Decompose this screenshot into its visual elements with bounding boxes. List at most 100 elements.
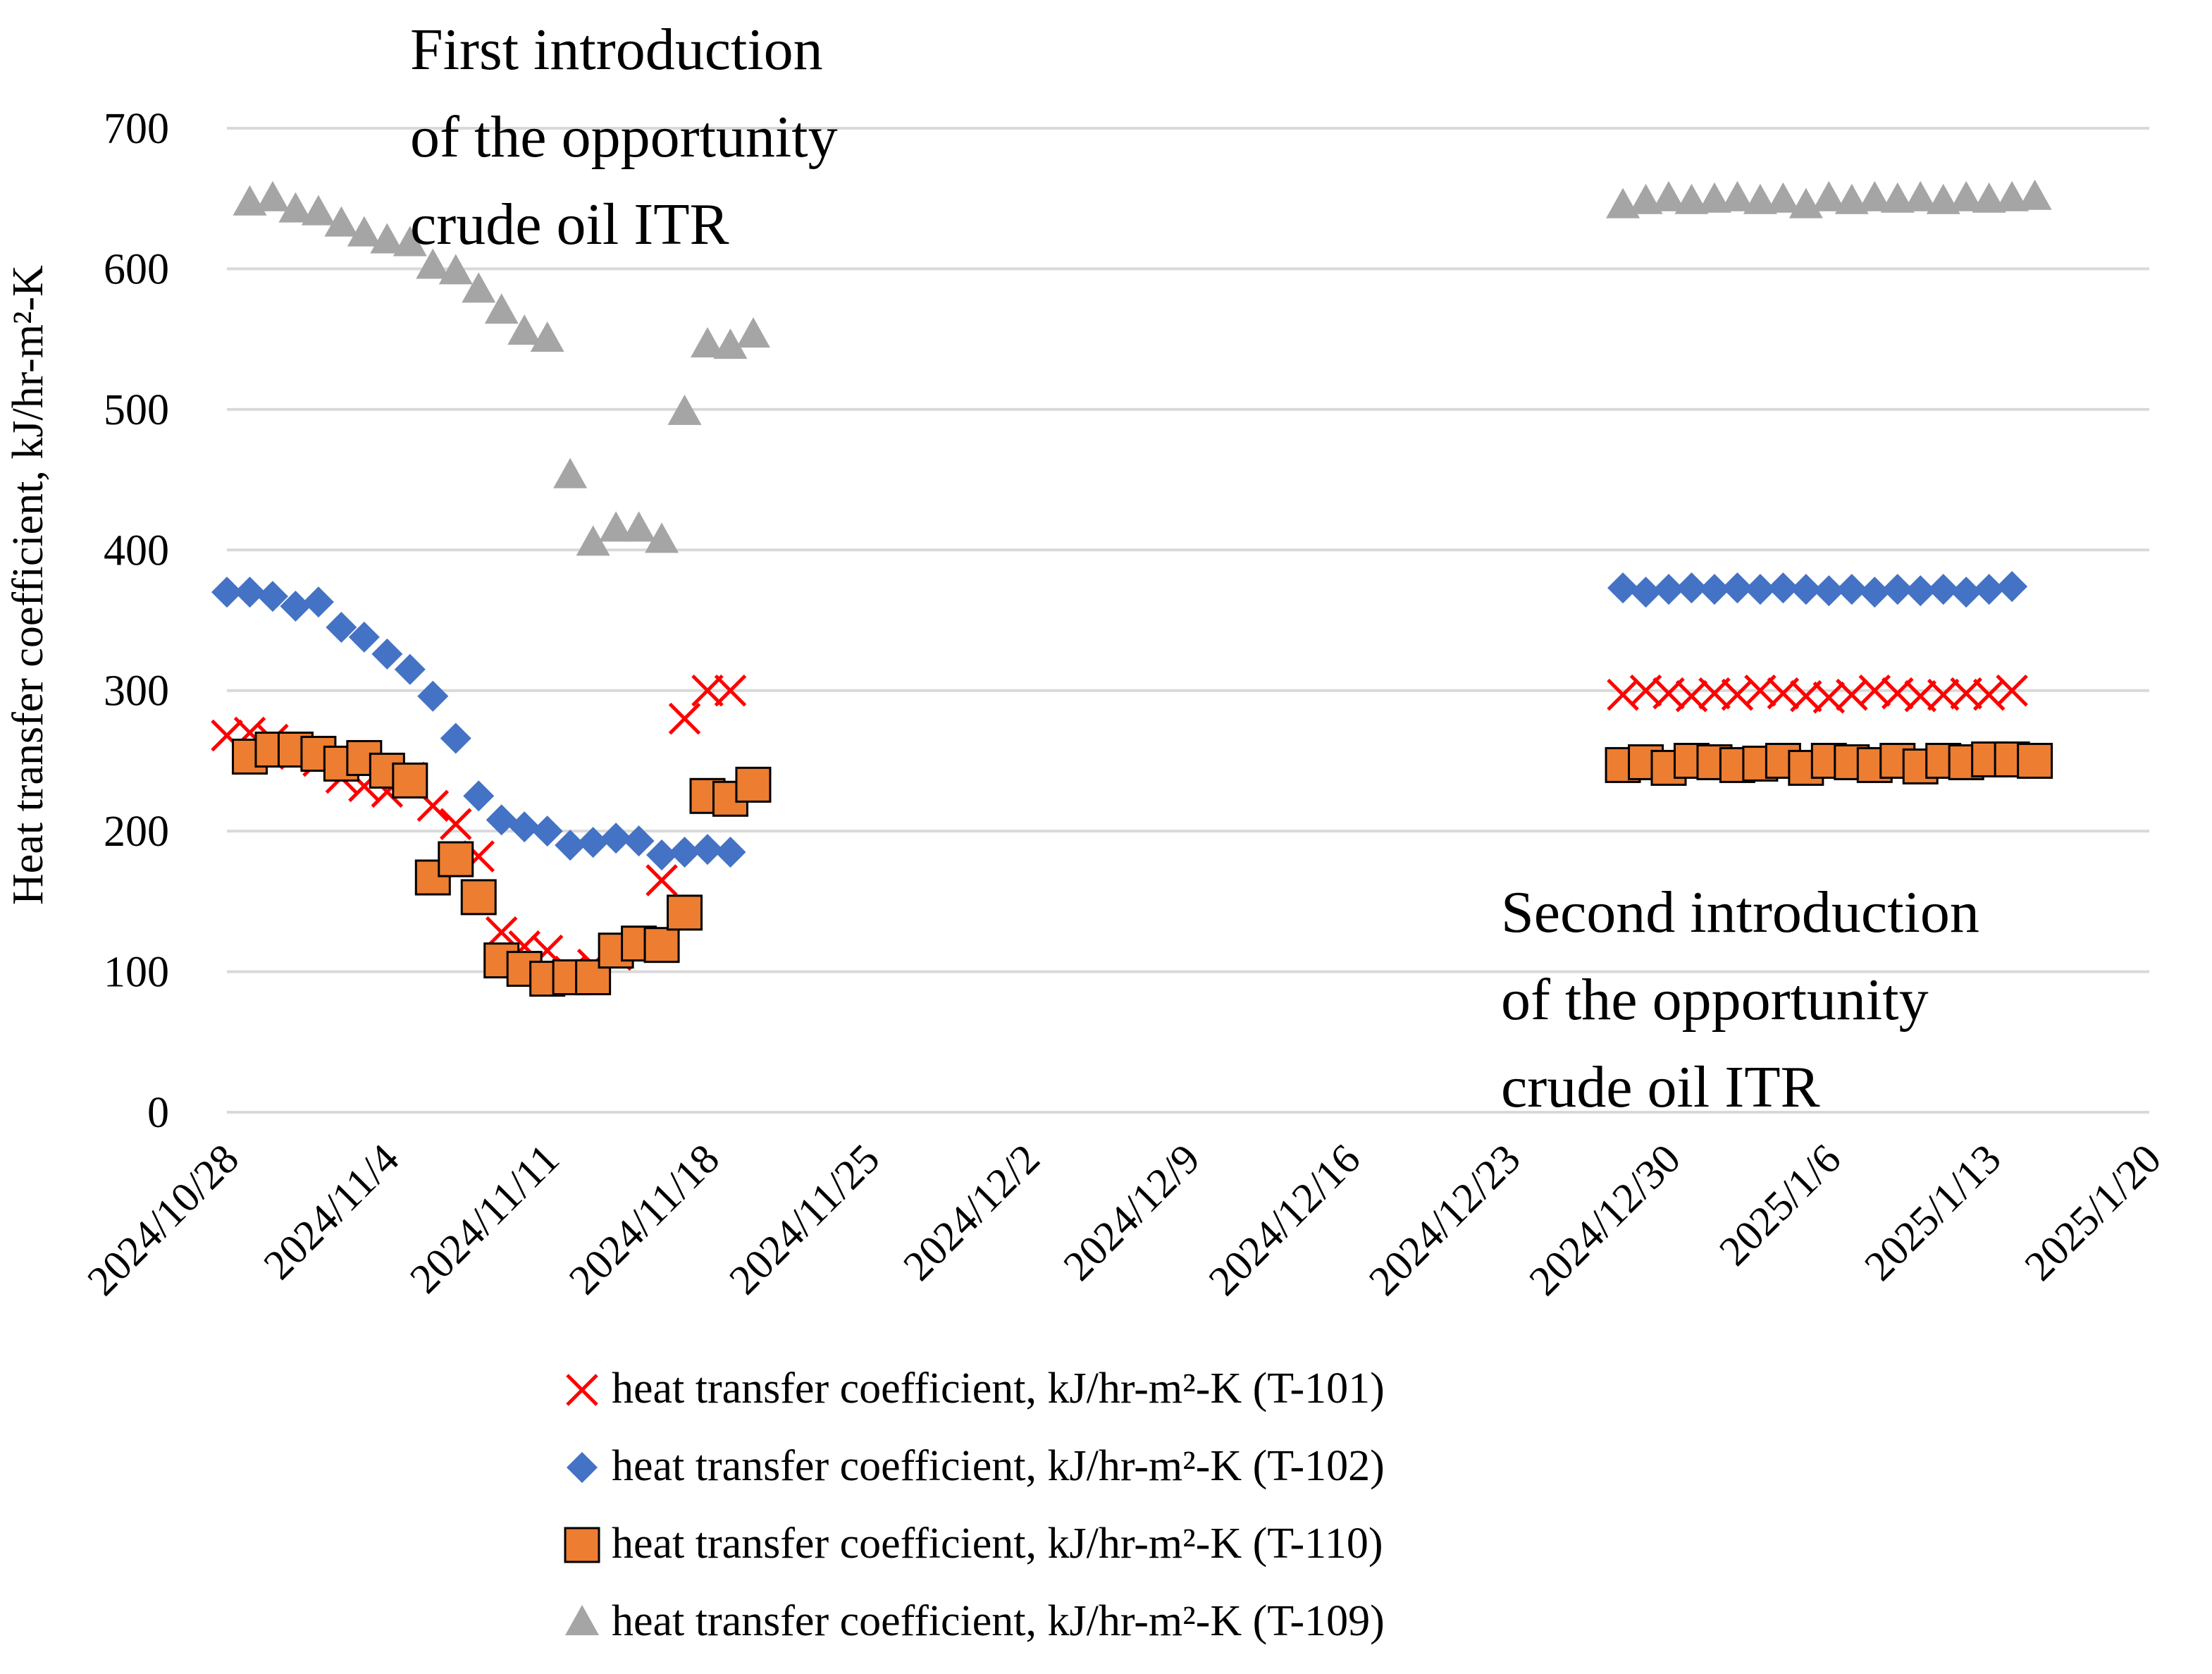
data-point-x-40: [1996, 674, 2028, 707]
y-axis-tick-labels: 0 100 200 300 400 500 600 700: [104, 105, 169, 1137]
data-point-triangle-3: [301, 195, 335, 226]
data-point-diamond-37: [1927, 574, 1959, 605]
data-point-diamond-31: [1790, 574, 1822, 605]
data-point-diamond-3: [280, 591, 311, 622]
data-point-triangle-21: [713, 328, 748, 359]
annotation-second-line-2: of the opportunity: [1501, 967, 1929, 1033]
data-point-triangle-35: [1880, 182, 1915, 213]
annotation-first-line-1: First introduction: [410, 17, 823, 82]
data-point-diamond-19: [646, 839, 678, 871]
chart-series: [211, 179, 2053, 997]
data-point-triangle-9: [438, 254, 473, 285]
data-point-triangle-14: [553, 457, 588, 488]
data-point-diamond-1: [234, 577, 266, 608]
legend-label-4: heat transfer coefficient, kJ/hr-m²-K (T…: [612, 1597, 1385, 1645]
data-point-diamond-25: [1653, 574, 1684, 605]
data-point-triangle-28: [1720, 180, 1755, 211]
legend-marker-x: [566, 1374, 598, 1406]
data-point-triangle-36: [1903, 180, 1938, 211]
data-point-triangle-24: [1629, 183, 1663, 214]
x-axis-tick-labels: 2024/10/28 2024/11/42024/11/112024/11/182…: [78, 1136, 2170, 1305]
data-point-diamond-29: [1744, 574, 1776, 605]
x-tick-label-2024-11-11: 2024/11/11: [401, 1136, 568, 1303]
data-point-triangle-34: [1858, 180, 1892, 211]
data-point-diamond-11: [463, 780, 495, 812]
data-point-triangle-20: [691, 327, 724, 358]
data-point-diamond-21: [692, 834, 723, 866]
data-point-diamond-7: [371, 638, 403, 670]
y-tick-label-300: 300: [104, 667, 169, 715]
data-point-triangle-38: [1949, 180, 1984, 211]
data-point-triangle-26: [1674, 183, 1709, 214]
data-point-diamond-35: [1882, 574, 1913, 605]
data-point-diamond-32: [1813, 575, 1845, 607]
legend-marker-diamond: [567, 1452, 598, 1483]
annotation-second-line-3: crude oil ITR: [1501, 1054, 1820, 1120]
x-tick-label-2024-12-2: 2024/12/2: [894, 1136, 1049, 1290]
y-tick-label-500: 500: [104, 386, 169, 434]
x-tick-label-2024-12-9: 2024/12/9: [1054, 1136, 1209, 1290]
data-point-triangle-11: [484, 293, 519, 324]
data-point-triangle-39: [1972, 182, 2006, 213]
chart-annotations: First introduction of the opportunity crud…: [410, 17, 1979, 1120]
data-point-diamond-24: [1630, 577, 1662, 608]
x-tick-label-2024-11-18: 2024/11/18: [560, 1136, 728, 1303]
data-point-square-22: [735, 766, 772, 803]
data-point-diamond-17: [600, 823, 632, 854]
data-point-diamond-4: [302, 586, 334, 618]
y-tick-label-600: 600: [104, 245, 169, 293]
legend-marker-triangle: [565, 1605, 599, 1635]
data-point-diamond-6: [348, 621, 380, 653]
x-tick-label-2025-1-20: 2025/1/20: [2015, 1136, 2170, 1290]
y-tick-label-100: 100: [104, 949, 169, 997]
legend-label-1: heat transfer coefficient, kJ/hr-m²-K (T…: [612, 1365, 1385, 1413]
data-point-x-12: [485, 916, 518, 949]
data-point-diamond-18: [623, 825, 655, 857]
data-point-x-21: [691, 674, 724, 707]
data-point-diamond-38: [1951, 577, 1982, 608]
legend-item-1: heat transfer coefficient, kJ/hr-m²-K (T…: [566, 1365, 1385, 1413]
legend-item-4: heat transfer coefficient, kJ/hr-m²-K (T…: [565, 1597, 1385, 1645]
data-point-triangle-5: [347, 216, 381, 247]
data-point-triangle-17: [622, 511, 656, 542]
data-point-triangle-13: [530, 321, 564, 352]
data-point-triangle-2: [278, 192, 313, 223]
x-tick-label-2025-1-13: 2025/1/13: [1855, 1136, 2010, 1290]
series-diamond: [211, 571, 2028, 871]
y-tick-label-0: 0: [147, 1089, 169, 1137]
chart-legend: heat transfer coefficient, kJ/hr-m²-K (T…: [564, 1365, 1385, 1645]
x-tick-label-2024-12-30: 2024/12/30: [1520, 1136, 1689, 1305]
data-point-diamond-12: [486, 804, 517, 836]
data-point-x-19: [645, 864, 678, 897]
data-point-x-20: [668, 702, 701, 735]
data-point-triangle-37: [1926, 183, 1960, 214]
legend-label-2: heat transfer coefficient, kJ/hr-m²-K (T…: [612, 1442, 1385, 1490]
data-point-square-6: [369, 752, 405, 789]
data-point-diamond-27: [1698, 574, 1730, 605]
data-point-triangle-10: [462, 272, 496, 303]
data-point-diamond-34: [1859, 577, 1891, 608]
y-tick-label-400: 400: [104, 527, 169, 574]
data-point-triangle-22: [736, 317, 770, 348]
data-point-x-22: [714, 674, 747, 707]
data-point-square-19: [667, 894, 703, 931]
data-point-square-7: [392, 762, 428, 799]
data-point-square-18: [643, 927, 680, 964]
y-tick-label-700: 700: [104, 105, 169, 153]
data-point-triangle-25: [1652, 180, 1686, 211]
data-point-triangle-32: [1812, 180, 1846, 211]
y-tick-label-200: 200: [104, 808, 169, 856]
data-point-square-10: [460, 879, 497, 916]
data-point-square-9: [438, 841, 474, 878]
data-point-diamond-5: [326, 611, 357, 643]
data-point-triangle-41: [2018, 179, 2052, 210]
data-point-triangle-33: [1834, 183, 1869, 214]
data-point-diamond-8: [394, 653, 426, 685]
data-point-diamond-36: [1905, 575, 1936, 607]
legend-marker-square: [564, 1527, 600, 1563]
annotation-second-line-1: Second introduction: [1501, 880, 1979, 945]
data-point-triangle-40: [1995, 180, 2029, 211]
data-point-diamond-20: [669, 837, 700, 868]
data-point-triangle-7: [393, 226, 427, 257]
series-square: [231, 731, 2053, 997]
